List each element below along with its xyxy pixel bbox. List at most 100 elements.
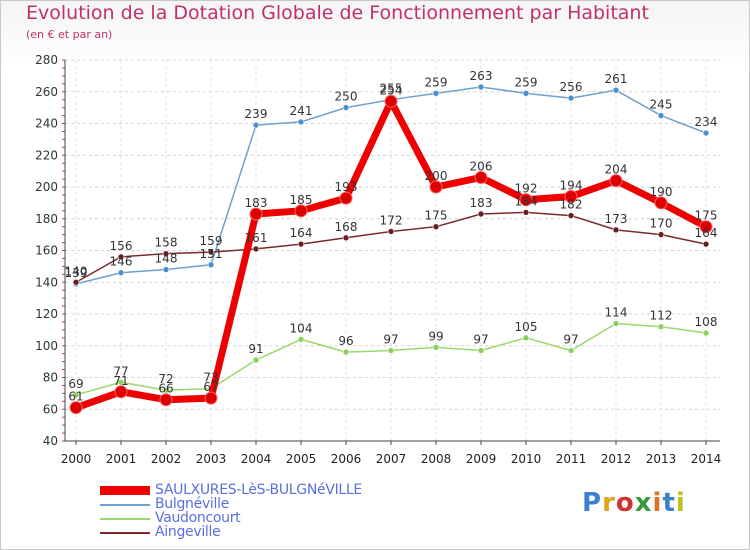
data-label: 71 [113, 374, 128, 388]
y-tick-label: 200 [35, 180, 58, 194]
x-tick-label: 2002 [151, 452, 182, 466]
data-point [522, 334, 530, 342]
y-tick-label: 260 [35, 85, 58, 99]
y-tick-label: 280 [35, 53, 58, 67]
data-label: 194 [560, 179, 583, 193]
x-tick-label: 2005 [286, 452, 317, 466]
x-tick-label: 2003 [196, 452, 227, 466]
data-point [252, 245, 260, 253]
data-label: 148 [155, 252, 178, 266]
logo-letter: i [652, 488, 663, 518]
legend-swatch [100, 504, 150, 506]
data-point [522, 209, 530, 216]
chart-subtitle: (en € et par an) [26, 28, 113, 41]
y-tick-label: 160 [35, 244, 58, 258]
data-point [72, 278, 80, 286]
data-point [252, 356, 260, 364]
data-label: 184 [515, 194, 538, 208]
x-tick-label: 2011 [556, 452, 587, 466]
data-label: 259 [515, 75, 538, 89]
data-label: 182 [560, 198, 583, 212]
data-point [69, 401, 83, 415]
data-point [477, 347, 485, 354]
data-point [207, 248, 215, 256]
logo-letter: i [675, 488, 686, 518]
data-label: 259 [425, 75, 448, 89]
data-label: 91 [248, 342, 263, 356]
data-label: 158 [155, 236, 178, 250]
data-point [657, 323, 665, 331]
data-point [477, 210, 485, 218]
legend-swatch [100, 518, 150, 520]
data-label: 241 [290, 104, 313, 118]
data-point [477, 83, 485, 91]
data-label: 250 [335, 90, 358, 104]
data-label: 263 [470, 69, 493, 83]
data-label: 140 [65, 264, 88, 278]
data-label: 97 [383, 333, 398, 347]
data-label: 112 [650, 309, 673, 323]
data-label: 172 [380, 213, 403, 227]
y-tick-label: 80 [43, 371, 58, 385]
data-label: 175 [425, 209, 448, 223]
data-point [297, 336, 305, 343]
data-point [339, 191, 353, 205]
data-point [702, 240, 710, 248]
x-tick-label: 2009 [466, 452, 497, 466]
data-point [567, 212, 575, 219]
data-point [159, 393, 173, 407]
legend-swatch [100, 532, 150, 534]
data-label: 72 [158, 372, 173, 386]
y-tick-label: 100 [35, 339, 58, 353]
data-label: 239 [245, 107, 268, 121]
data-label: 173 [605, 212, 628, 226]
data-label: 175 [695, 209, 718, 223]
data-point [657, 231, 665, 238]
data-point [249, 207, 263, 221]
data-point [474, 170, 488, 184]
data-point [342, 104, 350, 111]
data-point [72, 391, 80, 399]
data-point [114, 385, 128, 399]
data-point [162, 266, 170, 273]
data-label: 105 [515, 320, 538, 334]
data-label: 69 [68, 377, 83, 391]
data-label: 193 [335, 180, 358, 194]
data-label: 151 [200, 247, 223, 261]
data-label: 61 [68, 390, 83, 404]
data-point [432, 90, 440, 97]
data-point [522, 90, 530, 97]
data-label: 67 [203, 380, 218, 394]
y-tick-label: 40 [43, 434, 58, 448]
data-label: 254 [380, 83, 403, 97]
data-point [387, 228, 395, 235]
data-label: 159 [200, 234, 223, 248]
data-point [432, 344, 440, 351]
data-point [612, 86, 620, 94]
data-label: 97 [473, 333, 488, 347]
data-point [612, 320, 620, 327]
y-tick-label: 180 [35, 212, 58, 226]
data-label: 183 [245, 196, 268, 210]
data-label: 66 [158, 382, 173, 396]
data-label: 255 [380, 82, 403, 96]
legend-label: Aingeville [155, 524, 221, 540]
data-point [162, 250, 170, 257]
proxiti-logo: Proxiti [582, 488, 686, 518]
y-tick-label: 120 [35, 307, 58, 321]
data-label: 104 [290, 321, 313, 335]
x-tick-label: 2000 [61, 452, 92, 466]
data-point [162, 386, 170, 394]
data-label: 206 [470, 159, 493, 173]
data-point [612, 226, 620, 234]
data-label: 204 [605, 163, 628, 177]
x-tick-label: 2008 [421, 452, 452, 466]
y-tick-label: 140 [35, 275, 58, 289]
chart-title: Evolution de la Dotation Globale de Fonc… [26, 2, 649, 24]
data-point [702, 129, 710, 137]
logo-letter: t [662, 488, 676, 518]
data-label: 97 [563, 333, 578, 347]
x-tick-label: 2012 [601, 452, 632, 466]
data-label: 77 [113, 364, 128, 378]
data-label: 108 [695, 315, 718, 329]
